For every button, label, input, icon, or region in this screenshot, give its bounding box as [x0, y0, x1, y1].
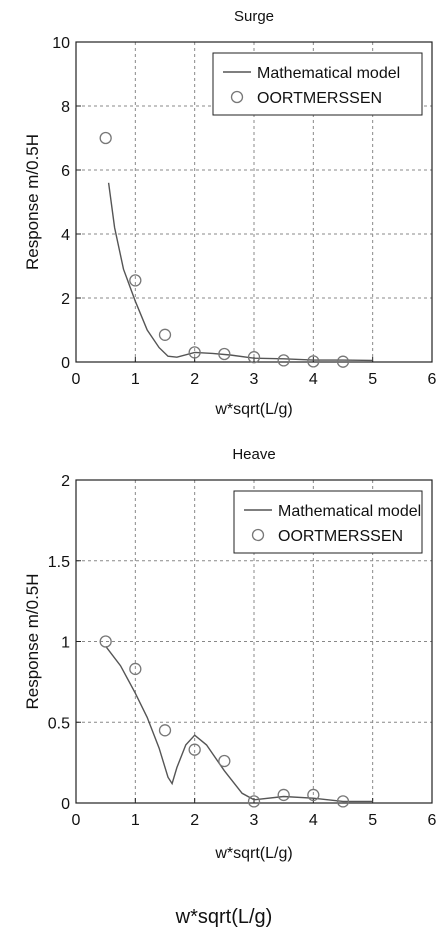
- data-point-oortmerssen: [277, 354, 290, 367]
- data-point-oortmerssen: [99, 635, 112, 648]
- x-tick-label: 6: [428, 812, 437, 829]
- legend-label-model: Mathematical model: [278, 503, 421, 520]
- legend-marker-swatch: [251, 528, 265, 542]
- legend-label-model: Mathematical model: [257, 65, 400, 82]
- data-point-oortmerssen: [158, 724, 172, 737]
- y-tick-label: 4: [61, 227, 70, 244]
- x-tick-label: 6: [428, 371, 437, 388]
- x-tick-label: 0: [72, 812, 81, 829]
- legend-label-oortmerssen: OORTMERSSEN: [278, 528, 403, 545]
- data-point-oortmerssen: [218, 754, 231, 768]
- y-axis-label: Response m/0.5H: [23, 573, 42, 709]
- x-tick-label: 3: [250, 371, 259, 388]
- data-point-oortmerssen: [158, 328, 172, 341]
- y-tick-label: 1: [61, 635, 70, 652]
- data-point-oortmerssen: [99, 131, 112, 145]
- y-tick-label: 0: [61, 796, 70, 813]
- y-axis-label: Response m/0.5H: [23, 134, 42, 270]
- data-point-oortmerssen: [129, 274, 142, 287]
- data-point-oortmerssen: [247, 351, 261, 364]
- x-tick-label: 2: [190, 371, 199, 388]
- series-line-model: [105, 645, 373, 803]
- chart-title: Surge: [234, 8, 274, 25]
- data-point-oortmerssen: [129, 662, 142, 676]
- data-point-oortmerssen: [336, 795, 350, 808]
- chart-0: 0 1 2 3 4 5 6 0 2 4 6 8 10 Surge w*sqrt(L/g) Response m…: [23, 8, 437, 418]
- x-tick-label: 4: [309, 812, 318, 829]
- x-axis-label: w*sqrt(L/g): [214, 845, 292, 862]
- y-tick-label: 10: [52, 35, 70, 52]
- data-point-oortmerssen: [336, 355, 350, 368]
- legend-marker-swatch: [230, 90, 244, 104]
- x-tick-label: 4: [309, 371, 318, 388]
- y-tick-label: 1.5: [48, 554, 70, 571]
- data-point-oortmerssen: [307, 788, 320, 802]
- data-point-oortmerssen: [188, 743, 201, 756]
- data-point-oortmerssen: [307, 355, 320, 368]
- y-tick-label: 2: [61, 473, 70, 490]
- data-point-oortmerssen: [277, 788, 290, 802]
- y-tick-label: 6: [61, 163, 70, 180]
- legend-label-oortmerssen: OORTMERSSEN: [257, 90, 382, 107]
- x-tick-label: 1: [131, 812, 140, 829]
- legend-box: [233, 490, 423, 554]
- x-tick-label: 0: [72, 371, 81, 388]
- y-tick-label: 0: [61, 355, 70, 372]
- legend-box: [212, 52, 423, 116]
- y-tick-label: 0.5: [48, 715, 70, 732]
- x-tick-label: 3: [250, 812, 259, 829]
- y-tick-label: 2: [61, 291, 70, 308]
- y-tick-label: 8: [61, 99, 70, 116]
- x-axis-label: w*sqrt(L/g): [214, 401, 292, 418]
- footer-label: w*sqrt(L/g): [175, 906, 273, 928]
- data-point-oortmerssen: [218, 347, 231, 361]
- chart-1: 0 1 2 3 4 5 6 0 0.5 1 1.5 2 Heave w*sqrt(L/g) Response…: [23, 446, 437, 862]
- x-tick-label: 5: [368, 812, 377, 829]
- x-tick-label: 1: [131, 371, 140, 388]
- x-tick-label: 2: [190, 812, 199, 829]
- x-tick-label: 5: [368, 371, 377, 388]
- data-point-oortmerssen: [188, 346, 201, 359]
- data-point-oortmerssen: [247, 795, 261, 808]
- chart-title: Heave: [232, 446, 275, 463]
- series-line-model: [107, 182, 373, 362]
